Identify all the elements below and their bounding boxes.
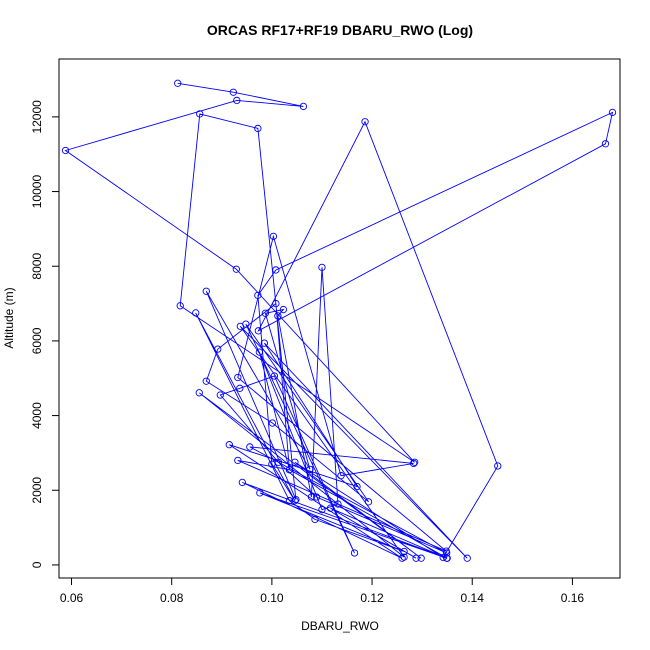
data-point bbox=[255, 348, 264, 356]
data-point bbox=[285, 466, 294, 474]
data-point bbox=[601, 140, 610, 148]
data-point bbox=[326, 504, 335, 512]
series-line-group bbox=[64, 82, 614, 559]
data-point bbox=[337, 472, 345, 480]
x-tick-label: 0.12 bbox=[360, 591, 384, 605]
data-point bbox=[274, 312, 282, 320]
data-point bbox=[306, 465, 314, 473]
data-point bbox=[274, 458, 283, 466]
data-point bbox=[299, 102, 308, 111]
data-point bbox=[202, 377, 210, 385]
y-tick-label: 4000 bbox=[30, 402, 44, 429]
data-point bbox=[216, 391, 224, 399]
data-point bbox=[270, 372, 279, 380]
data-point bbox=[246, 443, 254, 451]
data-point bbox=[192, 309, 200, 317]
data-point bbox=[256, 489, 264, 497]
data-point bbox=[400, 547, 408, 556]
data-point bbox=[196, 110, 204, 118]
data-point bbox=[195, 389, 203, 397]
plot-frame bbox=[58, 58, 621, 579]
data-point bbox=[307, 493, 316, 501]
data-point bbox=[410, 458, 419, 466]
data-point bbox=[214, 345, 222, 353]
data-point bbox=[234, 456, 242, 465]
data-point bbox=[268, 419, 277, 427]
y-tick-label: 6000 bbox=[30, 327, 44, 354]
y-axis-label: Altitude (m) bbox=[2, 287, 16, 348]
data-point bbox=[312, 493, 321, 501]
data-point bbox=[494, 462, 502, 470]
data-point bbox=[318, 506, 326, 514]
y-tick-label: 10000 bbox=[30, 175, 44, 209]
data-point bbox=[272, 299, 280, 308]
data-point bbox=[229, 88, 237, 96]
data-point bbox=[334, 500, 342, 508]
data-point bbox=[254, 327, 263, 335]
data-point bbox=[318, 263, 326, 271]
data-point bbox=[291, 458, 299, 466]
x-tick-label: 0.08 bbox=[160, 591, 184, 605]
data-point bbox=[61, 146, 70, 155]
data-point bbox=[268, 460, 276, 468]
data-point bbox=[353, 482, 361, 491]
data-point bbox=[400, 553, 408, 561]
data-point bbox=[236, 384, 244, 392]
x-tick-label: 0.14 bbox=[461, 591, 485, 605]
data-point bbox=[225, 441, 233, 449]
data-point bbox=[443, 554, 451, 562]
data-point bbox=[233, 96, 241, 105]
data-point bbox=[254, 291, 262, 300]
data-point bbox=[234, 373, 242, 382]
data-point bbox=[176, 302, 184, 310]
data-point bbox=[238, 478, 246, 487]
data-point bbox=[202, 287, 210, 295]
x-tick-label: 0.10 bbox=[260, 591, 284, 605]
x-tick-label: 0.06 bbox=[60, 591, 84, 605]
x-tick-label: 0.16 bbox=[561, 591, 585, 605]
data-point bbox=[412, 554, 420, 562]
data-point bbox=[254, 124, 262, 133]
y-tick-label: 12000 bbox=[30, 100, 44, 134]
data-point bbox=[232, 265, 240, 273]
y-tick-label: 2000 bbox=[30, 477, 44, 504]
data-point bbox=[409, 459, 418, 468]
data-point bbox=[261, 309, 270, 317]
data-point bbox=[272, 266, 280, 274]
data-point bbox=[442, 547, 450, 555]
data-point bbox=[236, 322, 244, 330]
data-point bbox=[398, 554, 406, 562]
data-point bbox=[361, 118, 369, 126]
data-point bbox=[291, 497, 299, 505]
y-tick-label: 8000 bbox=[30, 253, 44, 280]
data-point bbox=[279, 305, 288, 314]
data-point bbox=[439, 553, 447, 562]
data-point bbox=[174, 79, 182, 87]
x-axis-ticks: 0.06 0.08 0.10 0.12 0.14 0.16 bbox=[60, 578, 585, 605]
data-point bbox=[260, 339, 269, 347]
data-point bbox=[269, 232, 278, 241]
y-tick-label: 0 bbox=[30, 561, 44, 568]
y-axis-ticks: 0 2000 4000 6000 8000 10000 12000 bbox=[30, 100, 59, 568]
chart-title: ORCAS RF17+RF19 DBARU_RWO (Log) bbox=[207, 22, 473, 38]
series-line bbox=[64, 82, 614, 559]
x-axis-label: DBARU_RWO bbox=[301, 619, 379, 633]
data-point bbox=[285, 497, 294, 505]
data-point bbox=[417, 554, 425, 562]
data-point bbox=[364, 498, 373, 506]
data-point bbox=[463, 554, 471, 562]
data-point bbox=[311, 515, 319, 524]
data-point bbox=[350, 549, 359, 557]
data-point bbox=[608, 108, 617, 117]
series-points-group bbox=[61, 79, 617, 562]
